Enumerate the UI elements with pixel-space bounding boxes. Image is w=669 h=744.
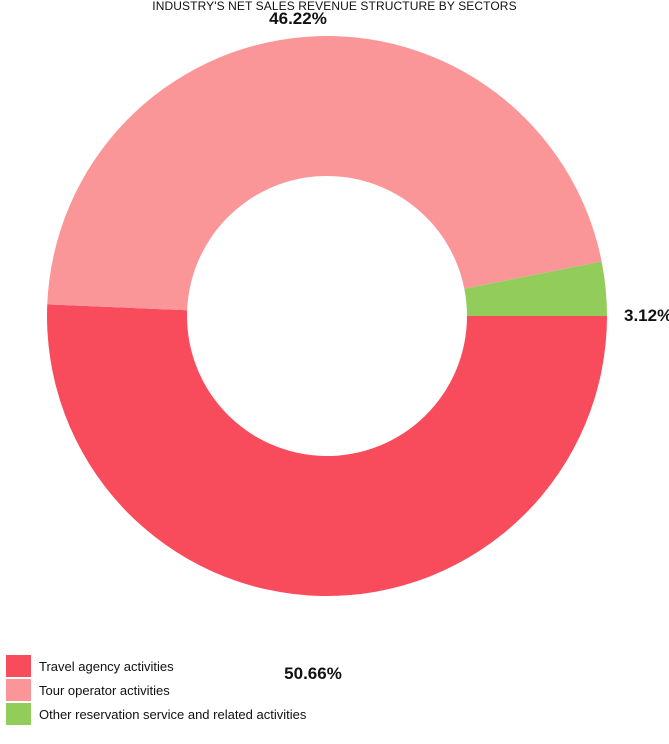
legend: Travel agency activities Tour operator ac… bbox=[6, 655, 307, 725]
data-label-other-reservation-service-and-related-activities: 3.12% bbox=[624, 306, 669, 325]
legend-label-tour-operator-activities: Tour operator activities bbox=[39, 683, 170, 698]
chart-title: INDUSTRY'S NET SALES REVENUE STRUCTURE B… bbox=[152, 0, 517, 13]
legend-label-travel-agency-activities: Travel agency activities bbox=[39, 659, 174, 674]
slice-travel-agency-activities bbox=[46, 304, 607, 597]
legend-swatch-other-reservation-service-and-related-activities bbox=[6, 703, 31, 725]
legend-label-other-reservation-service-and-related-activities: Other reservation service and related ac… bbox=[39, 707, 307, 722]
slices-layer bbox=[46, 36, 607, 597]
slice-tour-operator-activities bbox=[47, 36, 602, 311]
data-label-tour-operator-activities: 46.22% bbox=[269, 9, 327, 28]
data-label-travel-agency-activities: 50.66% bbox=[284, 664, 342, 683]
legend-swatch-travel-agency-activities bbox=[6, 655, 31, 677]
legend-swatch-tour-operator-activities bbox=[6, 679, 31, 701]
slice-other-reservation-service-and-related-activities bbox=[464, 261, 607, 316]
labels-layer: 50.66% 46.22% 3.12% bbox=[269, 9, 669, 683]
